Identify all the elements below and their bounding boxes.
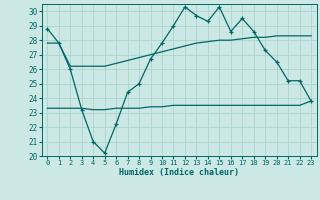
X-axis label: Humidex (Indice chaleur): Humidex (Indice chaleur) [119,168,239,177]
